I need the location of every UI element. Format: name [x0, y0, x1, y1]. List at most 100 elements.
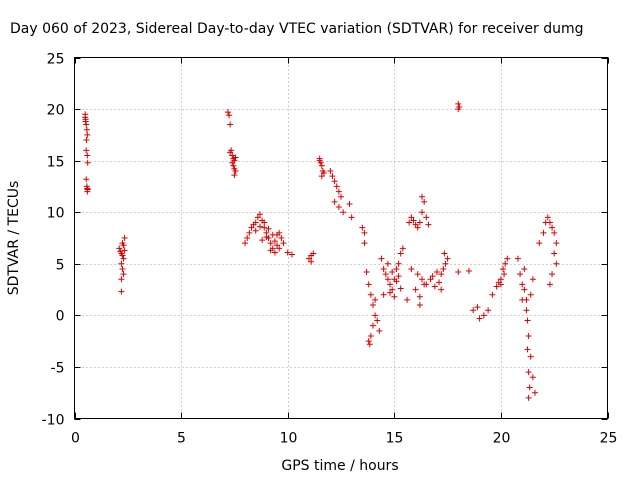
data-point: [269, 231, 276, 238]
data-point: [514, 255, 521, 262]
data-point: [333, 183, 340, 190]
data-point: [261, 219, 268, 226]
data-point: [274, 242, 281, 249]
data-point: [120, 242, 127, 249]
y-tick-label: 10: [47, 206, 65, 222]
data-point: [408, 214, 415, 221]
data-point: [519, 296, 526, 303]
data-point: [500, 265, 507, 272]
data-point: [440, 265, 447, 272]
data-point: [546, 219, 553, 226]
x-tick-label: 20: [493, 431, 511, 447]
data-point: [378, 255, 385, 262]
data-point: [414, 271, 421, 278]
data-point: [524, 317, 531, 324]
plot-frame: [74, 57, 608, 419]
data-point: [276, 229, 283, 236]
x-tick-label: 0: [71, 431, 80, 447]
data-point: [380, 265, 387, 272]
data-point: [414, 224, 421, 231]
data-point: [119, 265, 126, 272]
data-point: [359, 224, 366, 231]
data-point: [246, 229, 253, 236]
y-tick-label: 5: [56, 258, 65, 274]
x-axis-label: GPS time / hours: [281, 458, 398, 474]
data-point: [546, 281, 553, 288]
data-point: [553, 260, 560, 267]
x-tick-label: 15: [386, 431, 404, 447]
data-point: [519, 281, 526, 288]
data-point: [227, 121, 234, 128]
data-point: [455, 269, 462, 276]
data-point: [474, 304, 481, 311]
data-point: [504, 255, 511, 262]
data-point: [410, 217, 417, 224]
data-point: [444, 255, 451, 262]
data-point: [306, 255, 313, 262]
data-point: [252, 227, 259, 234]
data-point: [335, 188, 342, 195]
data-point: [427, 276, 434, 283]
data-point: [536, 240, 543, 247]
y-tick-label: -5: [51, 361, 65, 377]
data-point: [540, 229, 547, 236]
data-point: [525, 394, 532, 401]
data-point: [230, 162, 237, 169]
data-point: [480, 312, 487, 319]
data-point: [389, 269, 396, 276]
data-point: [455, 106, 462, 113]
data-point: [374, 317, 381, 324]
data-point: [361, 240, 368, 247]
data-point: [436, 279, 443, 286]
data-point: [327, 167, 334, 174]
data-point: [393, 265, 400, 272]
data-point: [425, 221, 432, 228]
data-point: [502, 260, 509, 267]
data-point: [84, 152, 91, 159]
data-point: [544, 214, 551, 221]
data-point: [423, 281, 430, 288]
data-point: [525, 332, 532, 339]
data-point: [372, 312, 379, 319]
data-point: [497, 276, 504, 283]
grid-layer: [74, 57, 608, 419]
data-point: [84, 186, 91, 193]
x-tick-label: 10: [280, 431, 298, 447]
data-point: [431, 283, 438, 290]
ticks-layer: [74, 57, 609, 420]
data-point: [331, 198, 338, 205]
data-point: [376, 327, 383, 334]
data-point: [318, 173, 325, 180]
data-point: [83, 126, 90, 133]
data-point: [438, 271, 445, 278]
data-point: [242, 240, 249, 247]
data-point: [419, 209, 426, 216]
data-point: [231, 172, 238, 179]
data-point: [310, 250, 317, 257]
data-point: [271, 249, 278, 256]
y-tick-labels: -10 -5 0 5 10 15 20 25: [42, 52, 65, 429]
data-point: [419, 193, 426, 200]
data-point: [391, 293, 398, 300]
data-point: [232, 167, 239, 174]
data-point: [423, 214, 430, 221]
data-point: [261, 224, 268, 231]
data-point: [118, 260, 125, 267]
data-point: [369, 302, 376, 309]
data-point: [429, 273, 436, 280]
data-point: [416, 219, 423, 226]
data-point: [412, 286, 419, 293]
data-point: [384, 276, 391, 283]
data-point: [256, 223, 263, 230]
data-point: [367, 332, 374, 339]
data-point: [470, 307, 477, 314]
y-tick-label: 15: [47, 155, 65, 171]
data-point: [361, 229, 368, 236]
data-point: [389, 286, 396, 293]
data-point: [244, 235, 251, 241]
data-point: [485, 307, 492, 314]
data-point: [387, 289, 394, 296]
data-point: [346, 200, 353, 207]
y-tick-label: 0: [56, 309, 65, 325]
